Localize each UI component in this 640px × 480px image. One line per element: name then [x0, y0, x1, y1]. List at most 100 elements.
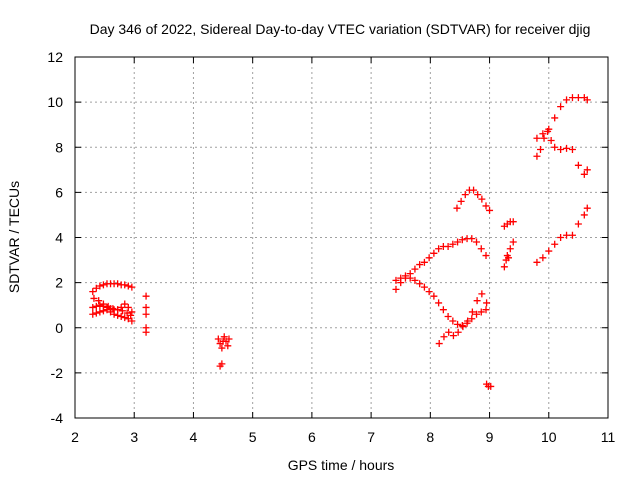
data-point: [545, 247, 553, 255]
data-point: [461, 191, 469, 199]
data-point: [486, 206, 494, 214]
data-point: [123, 309, 131, 317]
x-tick-label: 7: [367, 429, 375, 445]
data-point: [411, 265, 419, 273]
data-point: [551, 143, 559, 151]
data-point: [557, 146, 565, 154]
data-point: [574, 94, 582, 102]
x-tick-label: 3: [130, 429, 138, 445]
data-point: [425, 288, 433, 296]
data-point: [124, 282, 132, 290]
data-point: [477, 308, 485, 316]
data-point: [104, 302, 112, 310]
x-tick-label: 5: [249, 429, 257, 445]
data-point: [509, 238, 517, 246]
x-tick-label: 4: [190, 429, 198, 445]
data-point: [540, 134, 548, 142]
data-point: [506, 245, 514, 253]
data-point: [411, 276, 419, 284]
data-point: [425, 254, 433, 262]
data-point: [583, 166, 591, 174]
data-point: [449, 332, 457, 340]
data-point: [416, 280, 424, 288]
x-tick-label: 10: [541, 429, 557, 445]
data-point: [435, 299, 443, 307]
y-axis-label: SDTVAR / TECUs: [6, 181, 22, 293]
data-point: [89, 303, 97, 311]
data-point: [536, 146, 544, 154]
data-point: [478, 195, 486, 203]
data-point: [117, 303, 125, 311]
data-point: [142, 328, 150, 336]
data-point: [90, 294, 98, 302]
data-point: [110, 310, 118, 318]
data-point: [225, 335, 233, 343]
data-point: [445, 328, 453, 336]
data-point: [454, 328, 462, 336]
data-point: [458, 236, 466, 244]
data-point: [99, 300, 107, 308]
data-point: [444, 243, 452, 251]
data-point: [583, 204, 591, 212]
data-point: [397, 274, 405, 282]
data-point: [214, 335, 222, 343]
data-point: [563, 144, 571, 152]
data-point: [580, 170, 588, 178]
data-point: [557, 103, 565, 111]
data-point: [392, 285, 400, 293]
data-point: [557, 234, 565, 241]
data-point: [574, 220, 582, 228]
data-point: [96, 301, 104, 309]
data-point: [563, 231, 571, 239]
data-point: [483, 299, 491, 307]
data-point: [142, 292, 150, 300]
data-point: [454, 320, 462, 328]
data-point: [539, 130, 547, 138]
y-tick-label: 0: [55, 320, 63, 336]
data-point: [439, 306, 447, 314]
data-point: [545, 125, 553, 133]
data-point: [416, 261, 424, 269]
data-point: [551, 240, 559, 248]
data-point: [509, 218, 517, 226]
data-point: [99, 307, 107, 315]
data-point: [583, 96, 591, 104]
x-tick-label: 8: [426, 429, 434, 445]
data-point: [142, 310, 150, 318]
chart-title: Day 346 of 2022, Sidereal Day-to-day VTE…: [90, 21, 591, 37]
data-point: [435, 340, 443, 348]
data-point: [392, 276, 400, 284]
data-point: [92, 284, 100, 292]
data-point: [224, 342, 232, 350]
data-point: [401, 272, 409, 280]
data-point: [468, 235, 476, 243]
data-point: [218, 360, 226, 368]
y-tick-label: 4: [55, 230, 63, 246]
data-point: [128, 283, 136, 291]
data-point: [473, 238, 481, 246]
data-point: [457, 197, 465, 205]
data-point: [430, 292, 438, 300]
data-point: [487, 382, 495, 390]
data-point: [430, 249, 438, 257]
data-point: [444, 312, 452, 320]
data-point: [580, 211, 588, 219]
data-point: [142, 303, 150, 311]
data-point: [406, 274, 414, 282]
data-point: [473, 310, 481, 318]
data-point: [574, 161, 582, 169]
ticks: 2 3 4 5 6 7 8 9 10 11 -4 -2 0 2 4 6 8 10 12: [47, 49, 615, 445]
data-point: [449, 240, 457, 248]
data-point: [482, 252, 490, 260]
data-point: [117, 312, 125, 320]
data-point: [568, 94, 576, 102]
data-point: [533, 134, 541, 142]
data-point: [477, 245, 485, 253]
data-point: [127, 311, 135, 319]
data-point: [96, 308, 104, 316]
data-point: [482, 202, 490, 210]
data-point: [533, 152, 541, 160]
data-points: [89, 94, 591, 390]
y-tick-label: -4: [51, 410, 64, 426]
